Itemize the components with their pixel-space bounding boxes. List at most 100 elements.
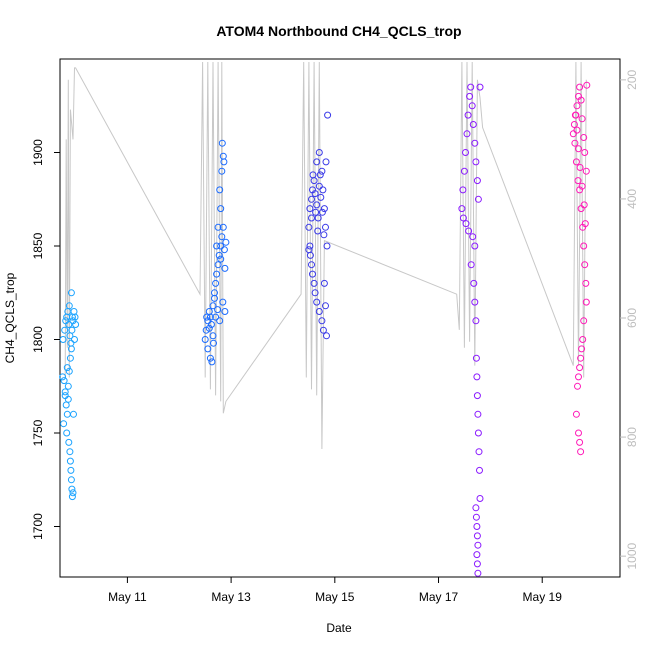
data-point-series-4 <box>465 227 473 235</box>
data-point-series-5 <box>580 317 588 325</box>
data-point-series-3 <box>322 302 329 310</box>
data-point-series-4 <box>476 83 484 91</box>
data-point-series-4 <box>463 130 471 138</box>
y-tick-label: 1850 <box>31 232 45 259</box>
x-tick-label: May 17 <box>419 590 459 604</box>
x-tick-label: May 11 <box>108 590 147 604</box>
data-point-series-5 <box>578 345 586 353</box>
data-point-series-5 <box>580 201 588 209</box>
data-point-series-4 <box>470 279 478 287</box>
data-point-series-4 <box>474 569 482 577</box>
data-point-series-2 <box>206 354 214 362</box>
data-point-series-2 <box>218 139 226 147</box>
data-point-series-5 <box>571 139 579 147</box>
data-point-series-5 <box>581 149 589 156</box>
data-point-series-1 <box>60 377 68 385</box>
data-point-series-2 <box>209 332 217 340</box>
data-point-series-2 <box>219 298 227 306</box>
data-point-series-1 <box>61 326 69 334</box>
data-point-series-5 <box>576 83 584 91</box>
data-point-series-1 <box>64 382 72 390</box>
data-point-series-2 <box>221 308 229 315</box>
data-point-series-3 <box>318 167 326 175</box>
data-point-series-1 <box>68 326 76 334</box>
data-point-series-2 <box>208 358 216 366</box>
y2-axis: 200 400 600 800 1000 <box>620 70 639 570</box>
data-point-series-4 <box>471 139 479 147</box>
data-point-series-3 <box>320 205 328 213</box>
data-point-series-3 <box>308 195 315 203</box>
data-point-series-2 <box>204 345 212 353</box>
y2-tick-label: 400 <box>625 189 639 209</box>
data-point-series-2 <box>207 321 215 328</box>
data-point-series-5 <box>571 111 579 119</box>
data-point-series-5 <box>575 145 582 153</box>
data-point-series-3 <box>309 270 316 278</box>
data-point-series-1 <box>70 308 78 315</box>
data-point-series-5 <box>582 279 590 287</box>
data-point-series-3 <box>311 190 319 198</box>
pressure-trace-line <box>64 61 587 450</box>
y-tick-label: 1750 <box>31 419 45 446</box>
data-point-series-1 <box>63 429 71 437</box>
data-point-series-4 <box>473 532 481 540</box>
data-point-series-3 <box>313 298 321 306</box>
data-point-series-3 <box>310 279 318 287</box>
data-point-series-5 <box>582 167 590 175</box>
data-point-series-4 <box>467 83 475 91</box>
data-point-series-1 <box>71 336 78 343</box>
data-point-series-5 <box>581 261 589 269</box>
data-point-series-2 <box>209 302 217 310</box>
data-point-series-4 <box>472 504 480 512</box>
data-point-series-2 <box>213 242 221 250</box>
data-point-series-2 <box>211 289 218 297</box>
data-point-series-4 <box>469 121 477 128</box>
data-point-series-4 <box>475 448 483 456</box>
data-point-series-3 <box>322 158 330 166</box>
data-point-series-4 <box>462 220 470 228</box>
data-point-series-4 <box>473 392 481 400</box>
data-point-series-4 <box>459 186 467 194</box>
data-point-series-2 <box>206 313 214 321</box>
data-point-series-4 <box>473 373 481 381</box>
data-point-series-3 <box>316 171 324 179</box>
data-point-series-1 <box>67 289 75 297</box>
data-point-series-2 <box>218 233 226 241</box>
data-point-series-2 <box>212 313 220 321</box>
data-point-series-3 <box>306 205 314 213</box>
y-axis: 1700 1750 1800 1850 1900 <box>31 139 60 540</box>
data-point-series-4 <box>473 560 481 568</box>
data-point-series-4 <box>471 242 479 250</box>
data-point-series-4 <box>471 298 479 306</box>
data-point-series-3 <box>313 158 321 166</box>
data-point-series-5 <box>579 336 587 343</box>
data-point-series-5 <box>576 164 584 171</box>
data-point-series-4 <box>473 551 481 559</box>
data-point-series-2 <box>215 251 223 259</box>
data-point-series-5 <box>578 115 586 123</box>
data-point-series-2 <box>217 205 225 213</box>
chart-title: ATOM4 Northbound CH4_QCLS_trop <box>216 23 461 39</box>
y2-tick-label: 800 <box>625 427 639 447</box>
x-tick-label: May 13 <box>211 590 251 604</box>
data-point-series-1 <box>65 367 73 375</box>
data-point-series-1 <box>60 420 68 428</box>
data-point-series-5 <box>572 158 580 166</box>
data-point-series-5 <box>583 81 591 89</box>
data-point-series-1 <box>59 336 67 343</box>
data-point-series-5 <box>581 220 589 228</box>
y-tick-label: 1900 <box>31 139 45 166</box>
data-point-series-5 <box>575 373 582 381</box>
data-point-series-2 <box>222 238 230 246</box>
data-point-series-1 <box>63 410 71 418</box>
data-point-series-3 <box>309 171 317 179</box>
data-point-series-2 <box>217 255 225 263</box>
data-point-series-1 <box>70 410 77 418</box>
data-point-series-1 <box>64 395 72 403</box>
data-point-series-2 <box>214 261 222 269</box>
data-point-series-3 <box>305 246 313 254</box>
data-point-series-4 <box>474 410 482 418</box>
data-point-series-3 <box>315 149 323 156</box>
data-point-series-4 <box>472 354 480 362</box>
data-point-series-3 <box>308 261 315 269</box>
